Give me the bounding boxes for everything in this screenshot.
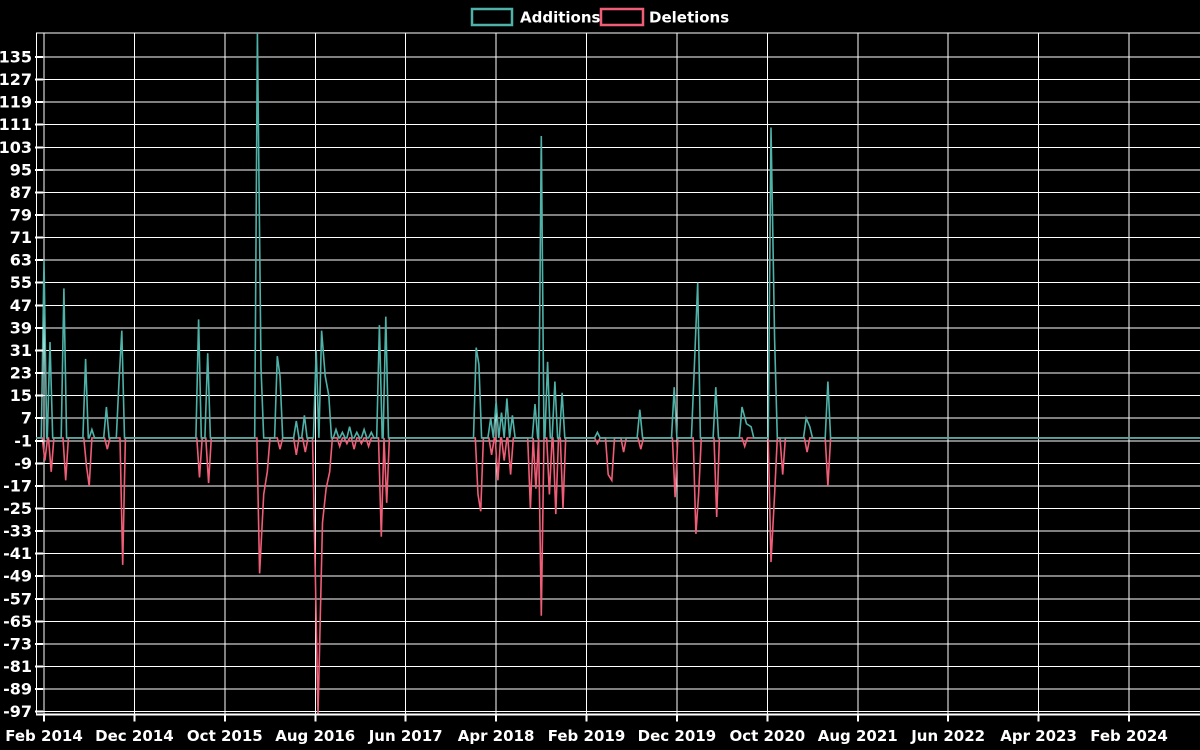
y-tick-label: 15: [10, 386, 32, 405]
y-tick-label: 63: [10, 251, 32, 270]
legend-item-deletions[interactable]: Deletions: [599, 7, 729, 27]
y-tick-label: 7: [21, 409, 32, 428]
x-tick-label: Jun 2022: [910, 727, 985, 745]
y-tick-label: -9: [14, 454, 32, 473]
deletions-legend-swatch: [599, 7, 645, 27]
x-tick-label: Aug 2021: [818, 727, 898, 745]
y-tick-label: -41: [3, 544, 32, 563]
y-tick-label: -81: [3, 657, 32, 676]
y-tick-label: 111: [0, 115, 32, 134]
y-tick-label: 127: [0, 70, 32, 89]
y-tick-label: -33: [3, 522, 32, 541]
additions-legend-swatch: [470, 7, 514, 27]
additions-line: [36, 32, 1200, 439]
x-tick-label: Jun 2017: [368, 727, 443, 745]
y-tick-label: 119: [0, 93, 32, 112]
y-tick-label: 95: [10, 160, 32, 179]
y-tick-label: 23: [10, 364, 32, 383]
y-tick-label: -1: [14, 431, 32, 450]
y-tick-label: -17: [3, 476, 32, 495]
y-tick-label: 47: [10, 296, 32, 315]
x-tick-label: Dec 2019: [638, 727, 717, 745]
y-tick-label: -25: [3, 499, 32, 518]
x-tick-label: Apr 2023: [1000, 727, 1077, 745]
x-tick-label: Feb 2019: [548, 727, 626, 745]
y-tick-label: -89: [3, 680, 32, 699]
y-tick-label: 87: [10, 183, 32, 202]
y-tick-label: -65: [3, 612, 32, 631]
y-tick-label: -57: [3, 589, 32, 608]
x-tick-label: Dec 2014: [95, 727, 174, 745]
x-tick-label: Oct 2015: [187, 727, 263, 745]
y-tick-label: 31: [10, 341, 32, 360]
y-tick-label: -97: [3, 702, 32, 721]
y-tick-label: -49: [3, 567, 32, 586]
y-tick-label: 55: [10, 273, 32, 292]
y-tick-label: 71: [10, 228, 32, 247]
y-tick-label: 39: [10, 318, 32, 337]
x-tick-label: Apr 2018: [458, 727, 535, 745]
y-tick-label: 135: [0, 47, 32, 66]
x-tick-label: Feb 2024: [1090, 727, 1168, 745]
x-tick-label: Oct 2020: [729, 727, 805, 745]
y-tick-label: 103: [0, 138, 32, 157]
deletions-line: [36, 437, 1200, 715]
y-tick-label: -73: [3, 634, 32, 653]
x-tick-label: Feb 2014: [5, 727, 83, 745]
x-tick-label: Aug 2016: [275, 727, 355, 745]
legend-item-additions[interactable]: Additions: [470, 7, 601, 27]
additions-legend-label: Additions: [520, 9, 601, 27]
y-tick-label: 79: [10, 206, 32, 225]
deletions-legend-label: Deletions: [649, 9, 729, 27]
